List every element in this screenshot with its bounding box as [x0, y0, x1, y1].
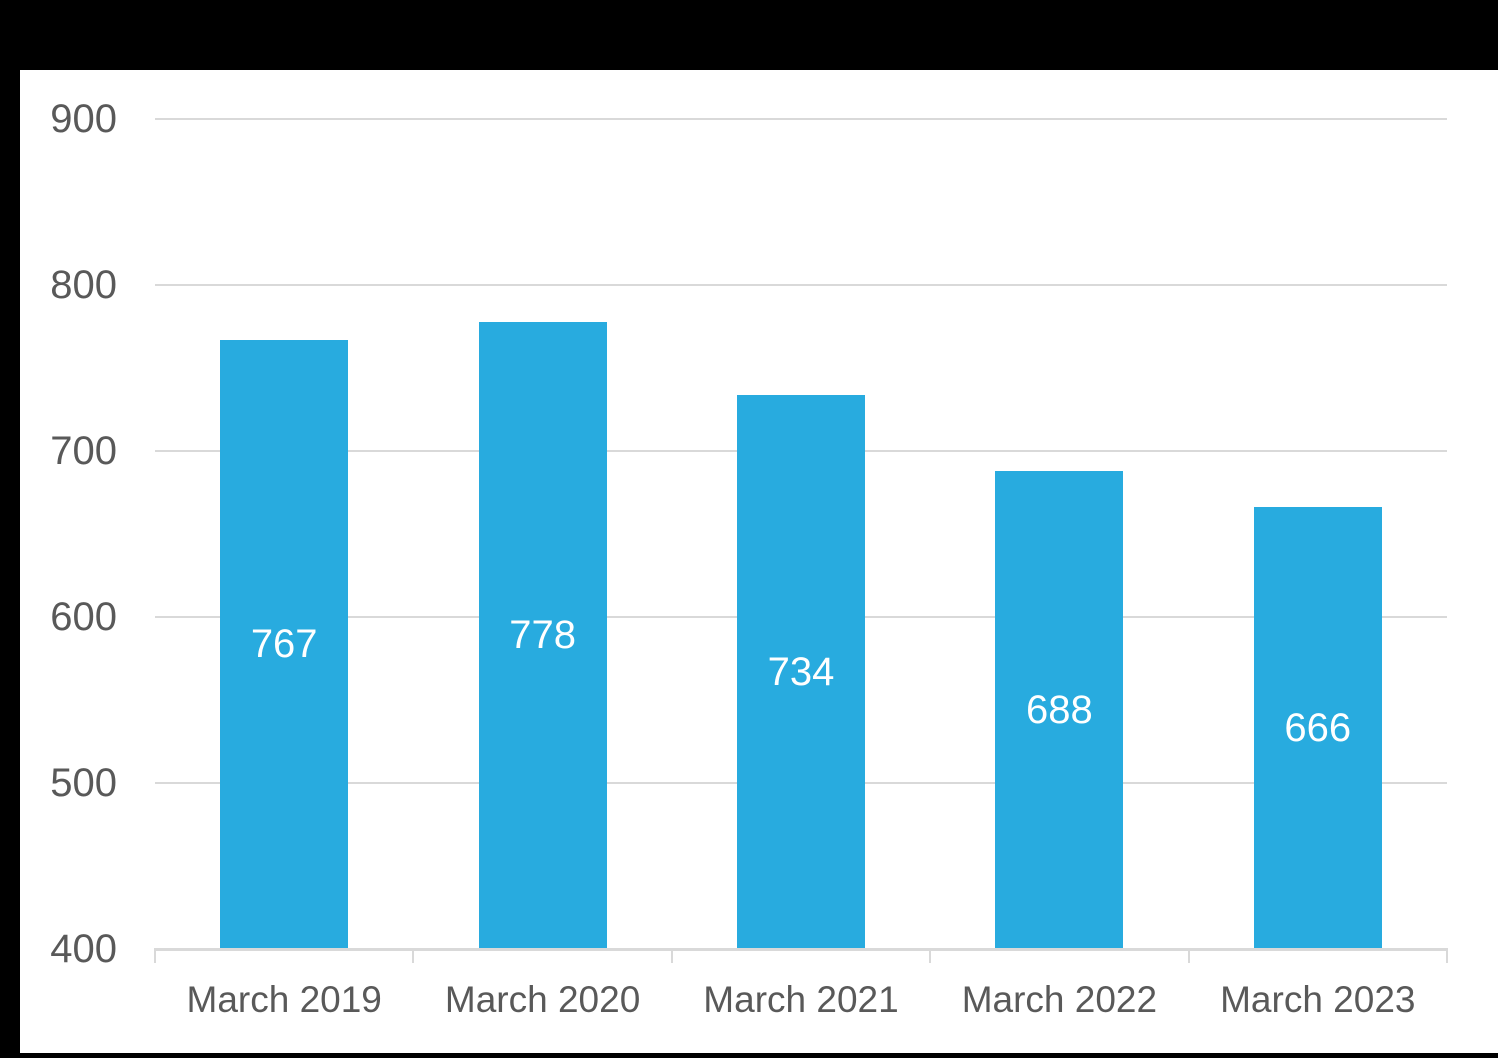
x-axis-tick-mark	[929, 949, 932, 963]
y-axis-tick-label: 800	[50, 263, 117, 307]
chart-canvas: 900 800 700 600 500 400 767 March 2019 778 March …	[20, 70, 1498, 1053]
bar-value-label: 778	[509, 613, 576, 658]
x-axis-category-label: March 2020	[444, 979, 641, 1020]
y-axis-tick-label: 400	[50, 927, 117, 971]
x-axis-category-label: March 2023	[1220, 979, 1416, 1020]
bar-value-label: 734	[767, 649, 835, 694]
bar-chart: 900 800 700 600 500 400 767 March 2019 778 March …	[20, 70, 1498, 1053]
y-axis-tick-label: 900	[50, 97, 117, 141]
bar-march-2021	[737, 394, 865, 950]
bar-march-2022	[995, 470, 1124, 950]
x-axis-category-label: March 2021	[703, 979, 899, 1020]
x-axis-tick-mark	[670, 949, 673, 963]
y-gridline	[155, 284, 1447, 286]
x-axis-category-label: March 2022	[961, 979, 1158, 1020]
y-axis-tick-label: 700	[50, 429, 117, 473]
bar-march-2019	[220, 339, 349, 950]
x-axis-line	[154, 948, 1448, 951]
y-gridline	[155, 118, 1447, 120]
x-axis-tick-mark	[154, 949, 156, 963]
bar-value-label: 688	[1026, 687, 1093, 732]
bar-march-2020	[478, 321, 607, 950]
bar-value-label: 767	[250, 622, 318, 667]
y-axis-tick-label: 500	[50, 761, 117, 805]
x-axis-category-label: March 2019	[186, 979, 382, 1020]
bar-march-2023	[1253, 507, 1382, 950]
bar-value-label: 666	[1284, 706, 1352, 751]
y-axis-tick-label: 600	[50, 595, 117, 639]
x-axis-tick-mark	[1187, 949, 1190, 963]
x-axis-tick-mark	[1446, 949, 1448, 963]
x-axis-tick-mark	[412, 949, 415, 963]
